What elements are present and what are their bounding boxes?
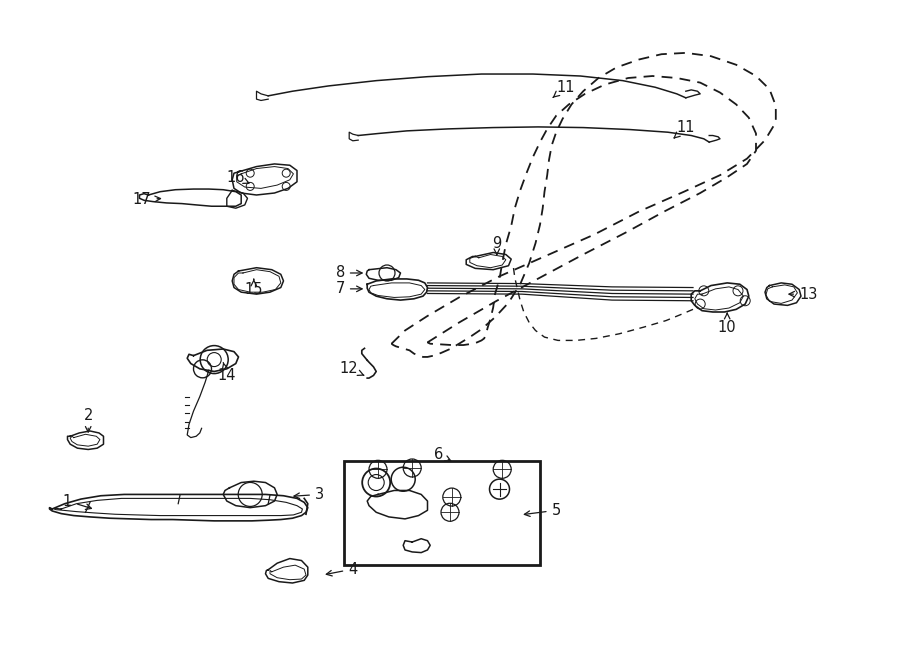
Text: 2: 2 [84,408,93,432]
Text: 1: 1 [63,494,92,510]
Text: 5: 5 [525,503,561,518]
Text: 4: 4 [327,562,357,576]
Text: 8: 8 [336,266,362,280]
Text: 3: 3 [294,487,324,502]
Polygon shape [344,461,540,565]
Text: 13: 13 [789,287,817,301]
Text: 12: 12 [340,362,364,376]
Text: 11: 11 [554,80,574,97]
Text: 10: 10 [718,313,736,334]
Text: 6: 6 [434,447,451,462]
Text: 9: 9 [492,236,501,254]
Text: 17: 17 [133,192,160,207]
Text: 14: 14 [218,362,236,383]
Text: 11: 11 [674,120,695,138]
Text: 7: 7 [336,282,362,296]
Text: 15: 15 [245,279,263,297]
Text: 16: 16 [227,170,249,184]
